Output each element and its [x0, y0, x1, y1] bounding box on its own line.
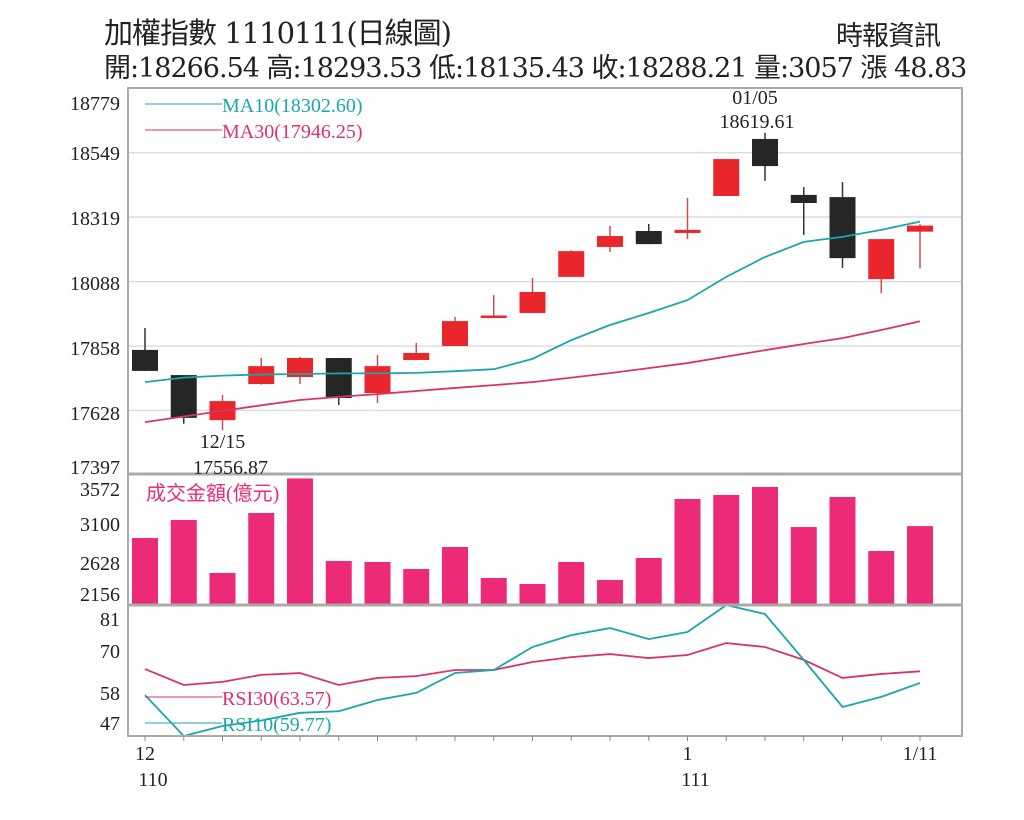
candle-down [829, 197, 856, 259]
volume-bar [868, 551, 895, 605]
volume-label: 成交金額(億元) [146, 482, 279, 505]
x-tick-year-label: 110 [138, 769, 167, 791]
volume-bar [713, 494, 740, 605]
volume-bar [403, 569, 430, 605]
volume-bar [132, 538, 158, 605]
price-tick-label: 17397 [70, 457, 120, 479]
volume-bar [635, 557, 662, 605]
volume-bar [287, 478, 313, 605]
candle-up [364, 366, 391, 393]
rsi10-legend: RSI10(59.77) [222, 714, 331, 736]
rsi30-line [144, 642, 921, 686]
volume-bar [674, 498, 701, 605]
moving-averages [144, 220, 921, 423]
volume-bar [364, 561, 391, 605]
price-tick-label: 18549 [70, 143, 120, 165]
candle-up [907, 225, 933, 232]
volume-bar [209, 572, 236, 605]
candle-up [868, 239, 895, 280]
candle-up [403, 352, 430, 360]
volume-bars [132, 478, 933, 605]
candle-up [674, 229, 701, 233]
price-tick-label: 18088 [70, 273, 120, 295]
candle-up [480, 315, 507, 318]
candle-up [597, 236, 623, 247]
x-tick-year-label: 111 [681, 769, 710, 791]
volume-bar [519, 584, 546, 605]
volume-bar [752, 486, 778, 605]
volume-tick-label: 2628 [80, 553, 120, 575]
source-label: 時報資訊 [836, 21, 941, 52]
volume-bar [907, 526, 933, 605]
candle-down [790, 194, 817, 204]
rsi-tick-label: 47 [100, 713, 120, 735]
candle-down [325, 358, 352, 399]
rsi30-legend: RSI30(63.57) [222, 688, 331, 710]
candle-up [442, 321, 468, 346]
volume-bar [829, 496, 856, 605]
price-tick-label: 18779 [70, 93, 120, 115]
volume-bar [442, 546, 468, 605]
candle-down [752, 138, 778, 167]
rsi-tick-label: 70 [100, 641, 120, 663]
x-tick-label: 12 [135, 743, 155, 765]
candle-down [132, 349, 158, 371]
candle-up [519, 291, 546, 313]
ma10-line [144, 220, 921, 383]
price-tick-label: 17628 [70, 403, 120, 425]
volume-tick-label: 3572 [80, 479, 120, 501]
candle-down [170, 375, 197, 418]
candle-down [635, 230, 662, 245]
candle-up [287, 358, 313, 378]
rsi10-line [144, 604, 921, 738]
volume-tick-label: 3100 [80, 514, 120, 536]
gridlines [128, 151, 962, 412]
rsi-lines [144, 604, 921, 738]
price-tick-label: 17858 [70, 338, 120, 360]
volume-bar [325, 561, 352, 605]
high-annotation-value: 18619.61 [720, 111, 795, 133]
price-tick-label: 18319 [70, 208, 120, 230]
volume-bar [480, 578, 507, 605]
low-annotation-value: 17556.87 [193, 457, 268, 479]
volume-bar [558, 561, 585, 605]
chart-frame [127, 87, 963, 741]
high-annotation-date: 01/05 [732, 87, 778, 109]
candle-up [713, 159, 740, 197]
low-annotation-date: 12/15 [200, 431, 246, 453]
volume-bar [248, 513, 275, 605]
ma10-legend: MA10(18302.60) [222, 95, 363, 117]
rsi-tick-label: 58 [100, 683, 120, 705]
ma30-legend: MA30(17946.25) [222, 121, 363, 143]
chart-title: 加權指數 1110111(日線圖) [104, 16, 452, 50]
rsi-tick-label: 81 [100, 609, 120, 631]
ohlc-stats: 開:18266.54 高:18293.53 低:18135.43 收:18288… [104, 53, 967, 84]
ma30-line [144, 320, 921, 423]
volume-bar [790, 527, 817, 605]
volume-bar [597, 580, 623, 605]
candle-up [558, 251, 585, 277]
plot-border [127, 87, 963, 737]
x-tick-label: 1/11 [903, 743, 938, 765]
volume-tick-label: 2156 [80, 584, 120, 606]
volume-bar [170, 519, 197, 605]
x-tick-label: 1 [683, 743, 693, 765]
